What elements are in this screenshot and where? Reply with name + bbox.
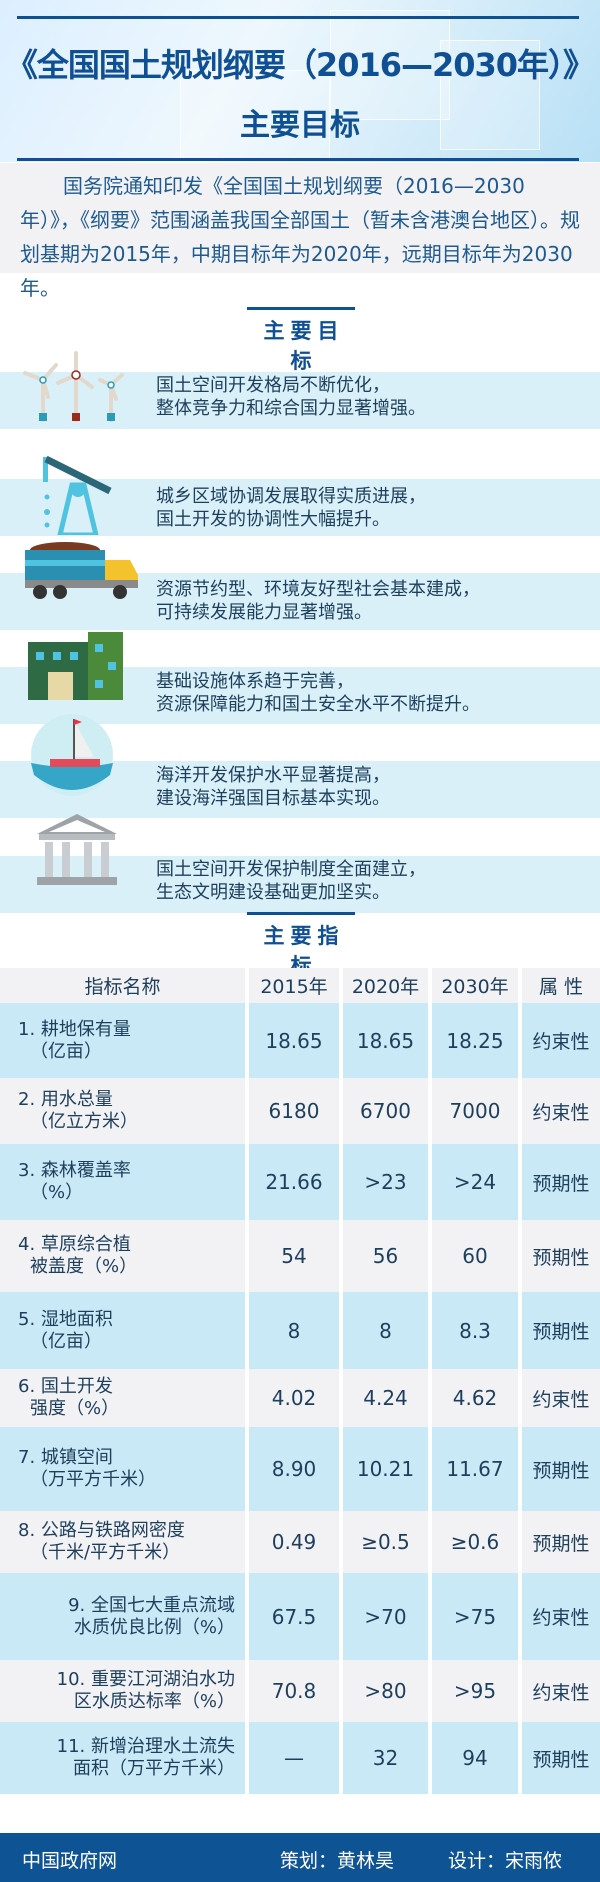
sailboat-icon [31, 714, 113, 796]
header-banner [0, 0, 600, 162]
indicator-attribute: 预期性 [520, 1511, 600, 1573]
footer-planner: 策划：黄林昊 [280, 1850, 395, 1872]
table-row: 11. 新增治理水土流失 面积（万平方千米） —32 94 预期性 [0, 1722, 600, 1794]
value-2030: >95 [430, 1660, 522, 1722]
value-2015: 8 [247, 1292, 343, 1369]
goal-text: 城乡区域协调发展取得实质进展， 国土开发的协调性大幅提升。 [156, 486, 426, 530]
column-header: 指标名称 [0, 968, 249, 1003]
table-row: 8. 公路与铁路网密度 （千米/平方千米） 0.49 ≥0.5 ≥0.6 预期性 [0, 1511, 600, 1573]
indicator-name: 10. 重要江河湖泊水功 区水质达标率（%） [0, 1660, 249, 1722]
indicator-name: 3. 森林覆盖率 （%） [0, 1144, 249, 1220]
page-title: 《全国国土规划纲要（2016—2030年）》 [5, 46, 595, 84]
value-2020: 56 [341, 1220, 432, 1292]
divider [17, 16, 579, 19]
value-2020: 18.65 [341, 1003, 432, 1078]
value-2030: 8.3 [430, 1292, 522, 1369]
value-2030: 11.67 [430, 1427, 522, 1511]
value-2015: 0.49 [247, 1511, 343, 1573]
indicator-name: 8. 公路与铁路网密度 （千米/平方千米） [0, 1511, 249, 1573]
table-row: 2. 用水总量 （亿立方米） 6180 6700 7000 约束性 [0, 1078, 600, 1144]
goal-text: 国土空间开发格局不断优化， 整体竞争力和综合国力显著增强。 [156, 375, 426, 419]
indicator-attribute: 约束性 [520, 1078, 600, 1144]
value-2015: 67.5 [247, 1573, 343, 1660]
table-row: 6. 国土开发 强度（%） 4.02 4.24 4.62 约束性 [0, 1369, 600, 1427]
table-row: 9. 全国七大重点流域 水质优良比例（%） 67.5 >70 >75 约束性 [0, 1573, 600, 1660]
value-2020: >23 [341, 1144, 432, 1220]
wind-turbine-icon [23, 351, 124, 422]
indicator-name: 11. 新增治理水土流失 面积（万平方千米） [0, 1722, 249, 1794]
oil-pump-icon [43, 455, 112, 535]
goal-text: 基础设施体系趋于完善， 资源保障能力和国土安全水平不断提升。 [156, 671, 480, 715]
indicators-table: 指标名称 2015年 2020年 2030年 属 性 1. 耕地保有量 （亿亩） 1… [0, 968, 600, 1794]
indicator-name: 5. 湿地面积 （亿亩） [0, 1292, 249, 1369]
value-2030: 94 [430, 1722, 522, 1794]
table-row: 5. 湿地面积 （亿亩） 8 8 8.3 预期性 [0, 1292, 600, 1369]
indicator-attribute: 约束性 [520, 1003, 600, 1078]
indicator-name: 4. 草原综合植 被盖度（%） [0, 1220, 249, 1292]
indicator-attribute: 约束性 [520, 1573, 600, 1660]
table-header-row: 指标名称 2015年 2020年 2030年 属 性 [0, 968, 600, 1003]
indicator-attribute: 预期性 [520, 1722, 600, 1794]
indicator-attribute: 预期性 [520, 1144, 600, 1220]
intro-paragraph: 国务院通知印发《全国国土规划纲要（2016—2030年）》，《纲要》范围涵盖我国… [0, 163, 600, 300]
factory-icon [28, 632, 123, 700]
value-2015: 8.90 [247, 1427, 343, 1511]
table-row: 7. 城镇空间 （万平方千米） 8.90 10.21 11.67 预期性 [0, 1427, 600, 1511]
value-2020: >80 [341, 1660, 432, 1722]
goal-text: 资源节约型、环境友好型社会基本建成， 可持续发展能力显著增强。 [156, 579, 480, 623]
table-row: 1. 耕地保有量 （亿亩） 18.65 18.65 18.25 约束性 [0, 1003, 600, 1078]
decor-square [440, 40, 540, 150]
value-2015: 54 [247, 1220, 343, 1292]
table-row: 3. 森林覆盖率 （%） 21.66 >23 >24 预期性 [0, 1144, 600, 1220]
indicator-attribute: 约束性 [520, 1660, 600, 1722]
value-2020: >70 [341, 1573, 432, 1660]
footer: 中国政府网 策划：黄林昊 设计：宋雨侬 [0, 1833, 600, 1882]
indicator-attribute: 预期性 [520, 1427, 600, 1511]
page-subtitle: 主要目标 [240, 108, 360, 143]
table-row: 4. 草原综合植 被盖度（%） 54 56 60 预期性 [0, 1220, 600, 1292]
column-header: 属 性 [520, 968, 600, 1003]
value-2030: 7000 [430, 1078, 522, 1144]
indicator-name: 9. 全国七大重点流域 水质优良比例（%） [0, 1573, 249, 1660]
value-2020: 6700 [341, 1078, 432, 1144]
value-2030: 60 [430, 1220, 522, 1292]
value-2030: 4.62 [430, 1369, 522, 1427]
table-row: 10. 重要江河湖泊水功 区水质达标率（%） 70.8 >80 >95 约束性 [0, 1660, 600, 1722]
column-header: 2020年 [341, 968, 432, 1003]
value-2020: 4.24 [341, 1369, 432, 1427]
value-2015: 4.02 [247, 1369, 343, 1427]
decor-square [330, 10, 450, 120]
truck-icon [25, 542, 138, 599]
value-2020: 8 [341, 1292, 432, 1369]
indicator-name: 1. 耕地保有量 （亿亩） [0, 1003, 249, 1078]
value-2020: ≥0.5 [341, 1511, 432, 1573]
value-2030: 18.25 [430, 1003, 522, 1078]
column-header: 2015年 [247, 968, 343, 1003]
divider [17, 158, 579, 161]
value-2015: — [247, 1722, 343, 1794]
value-2015: 18.65 [247, 1003, 343, 1078]
indicator-attribute: 预期性 [520, 1220, 600, 1292]
footer-designer: 设计：宋雨侬 [448, 1850, 563, 1872]
value-2030: >75 [430, 1573, 522, 1660]
indicator-name: 7. 城镇空间 （万平方千米） [0, 1427, 249, 1511]
indicator-name: 6. 国土开发 强度（%） [0, 1369, 249, 1427]
indicator-attribute: 预期性 [520, 1292, 600, 1369]
value-2030: >24 [430, 1144, 522, 1220]
indicator-name: 2. 用水总量 （亿立方米） [0, 1078, 249, 1144]
value-2030: ≥0.6 [430, 1511, 522, 1573]
indicators-section-title: 主要指标 [247, 912, 355, 989]
value-2020: 32 [341, 1722, 432, 1794]
value-2015: 70.8 [247, 1660, 343, 1722]
footer-source: 中国政府网 [22, 1850, 118, 1872]
value-2020: 10.21 [341, 1427, 432, 1511]
goal-text: 国土空间开发保护制度全面建立， 生态文明建设基础更加坚实。 [156, 859, 426, 903]
column-header: 2030年 [430, 968, 522, 1003]
government-building-icon [37, 814, 117, 885]
goal-text: 海洋开发保护水平显著提高， 建设海洋强国目标基本实现。 [156, 765, 390, 809]
value-2015: 21.66 [247, 1144, 343, 1220]
indicator-attribute: 约束性 [520, 1369, 600, 1427]
value-2015: 6180 [247, 1078, 343, 1144]
